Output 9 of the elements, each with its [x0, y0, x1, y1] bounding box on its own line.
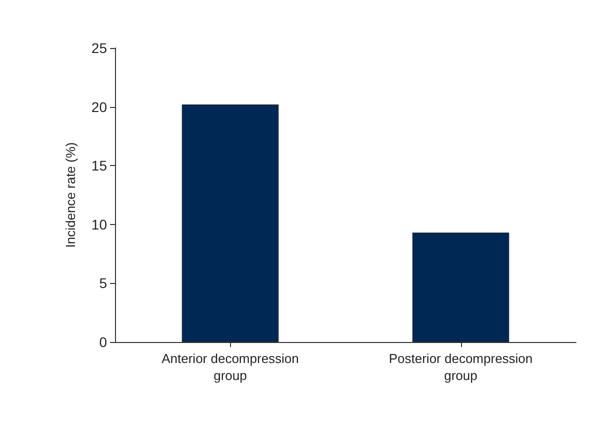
y-tick-label: 10 — [91, 216, 108, 232]
y-tick-label: 5 — [99, 275, 108, 292]
y-tick-label: 0 — [99, 334, 108, 350]
y-tick-label: 25 — [91, 40, 108, 56]
x-tick-label: Posterior decompression group — [388, 351, 533, 383]
x-tick-label: Anterior decompression group — [162, 351, 299, 383]
y-tick-label: 20 — [91, 98, 108, 115]
y-axis-title: Incidence rate (%) — [63, 142, 78, 248]
y-tick-label: 15 — [91, 158, 108, 174]
